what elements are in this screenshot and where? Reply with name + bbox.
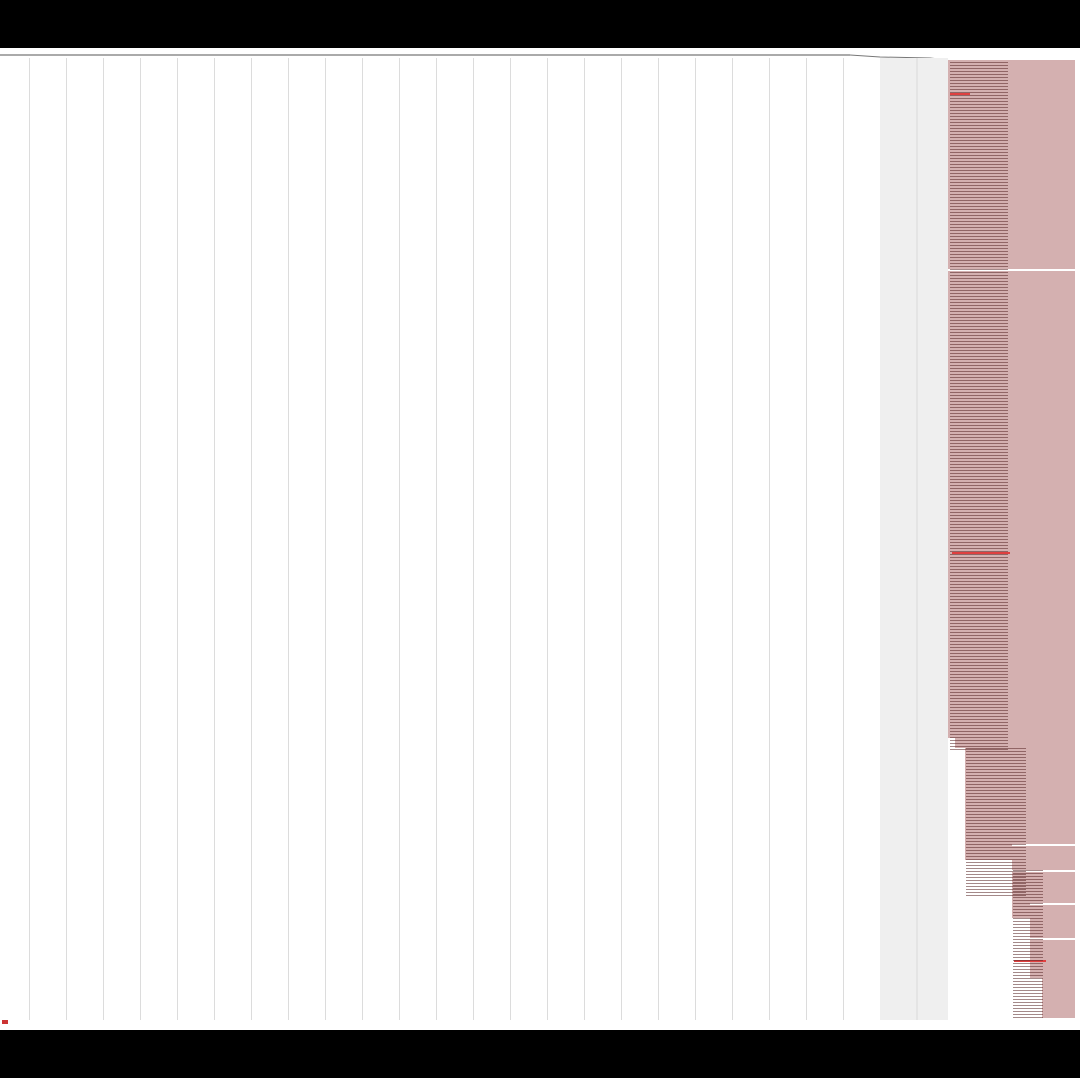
row-gap xyxy=(1012,870,1075,872)
waterfall-panel xyxy=(0,48,1080,1030)
request-rows xyxy=(1013,870,1043,1020)
row-gap xyxy=(1030,938,1075,940)
grey-region xyxy=(880,58,948,1020)
legend-swatch xyxy=(2,1020,8,1024)
row-gap xyxy=(1030,903,1075,905)
grid-lines xyxy=(0,58,880,1020)
row-gap xyxy=(1012,844,1075,846)
request-rows xyxy=(950,62,1008,752)
row-gap xyxy=(948,269,1075,271)
